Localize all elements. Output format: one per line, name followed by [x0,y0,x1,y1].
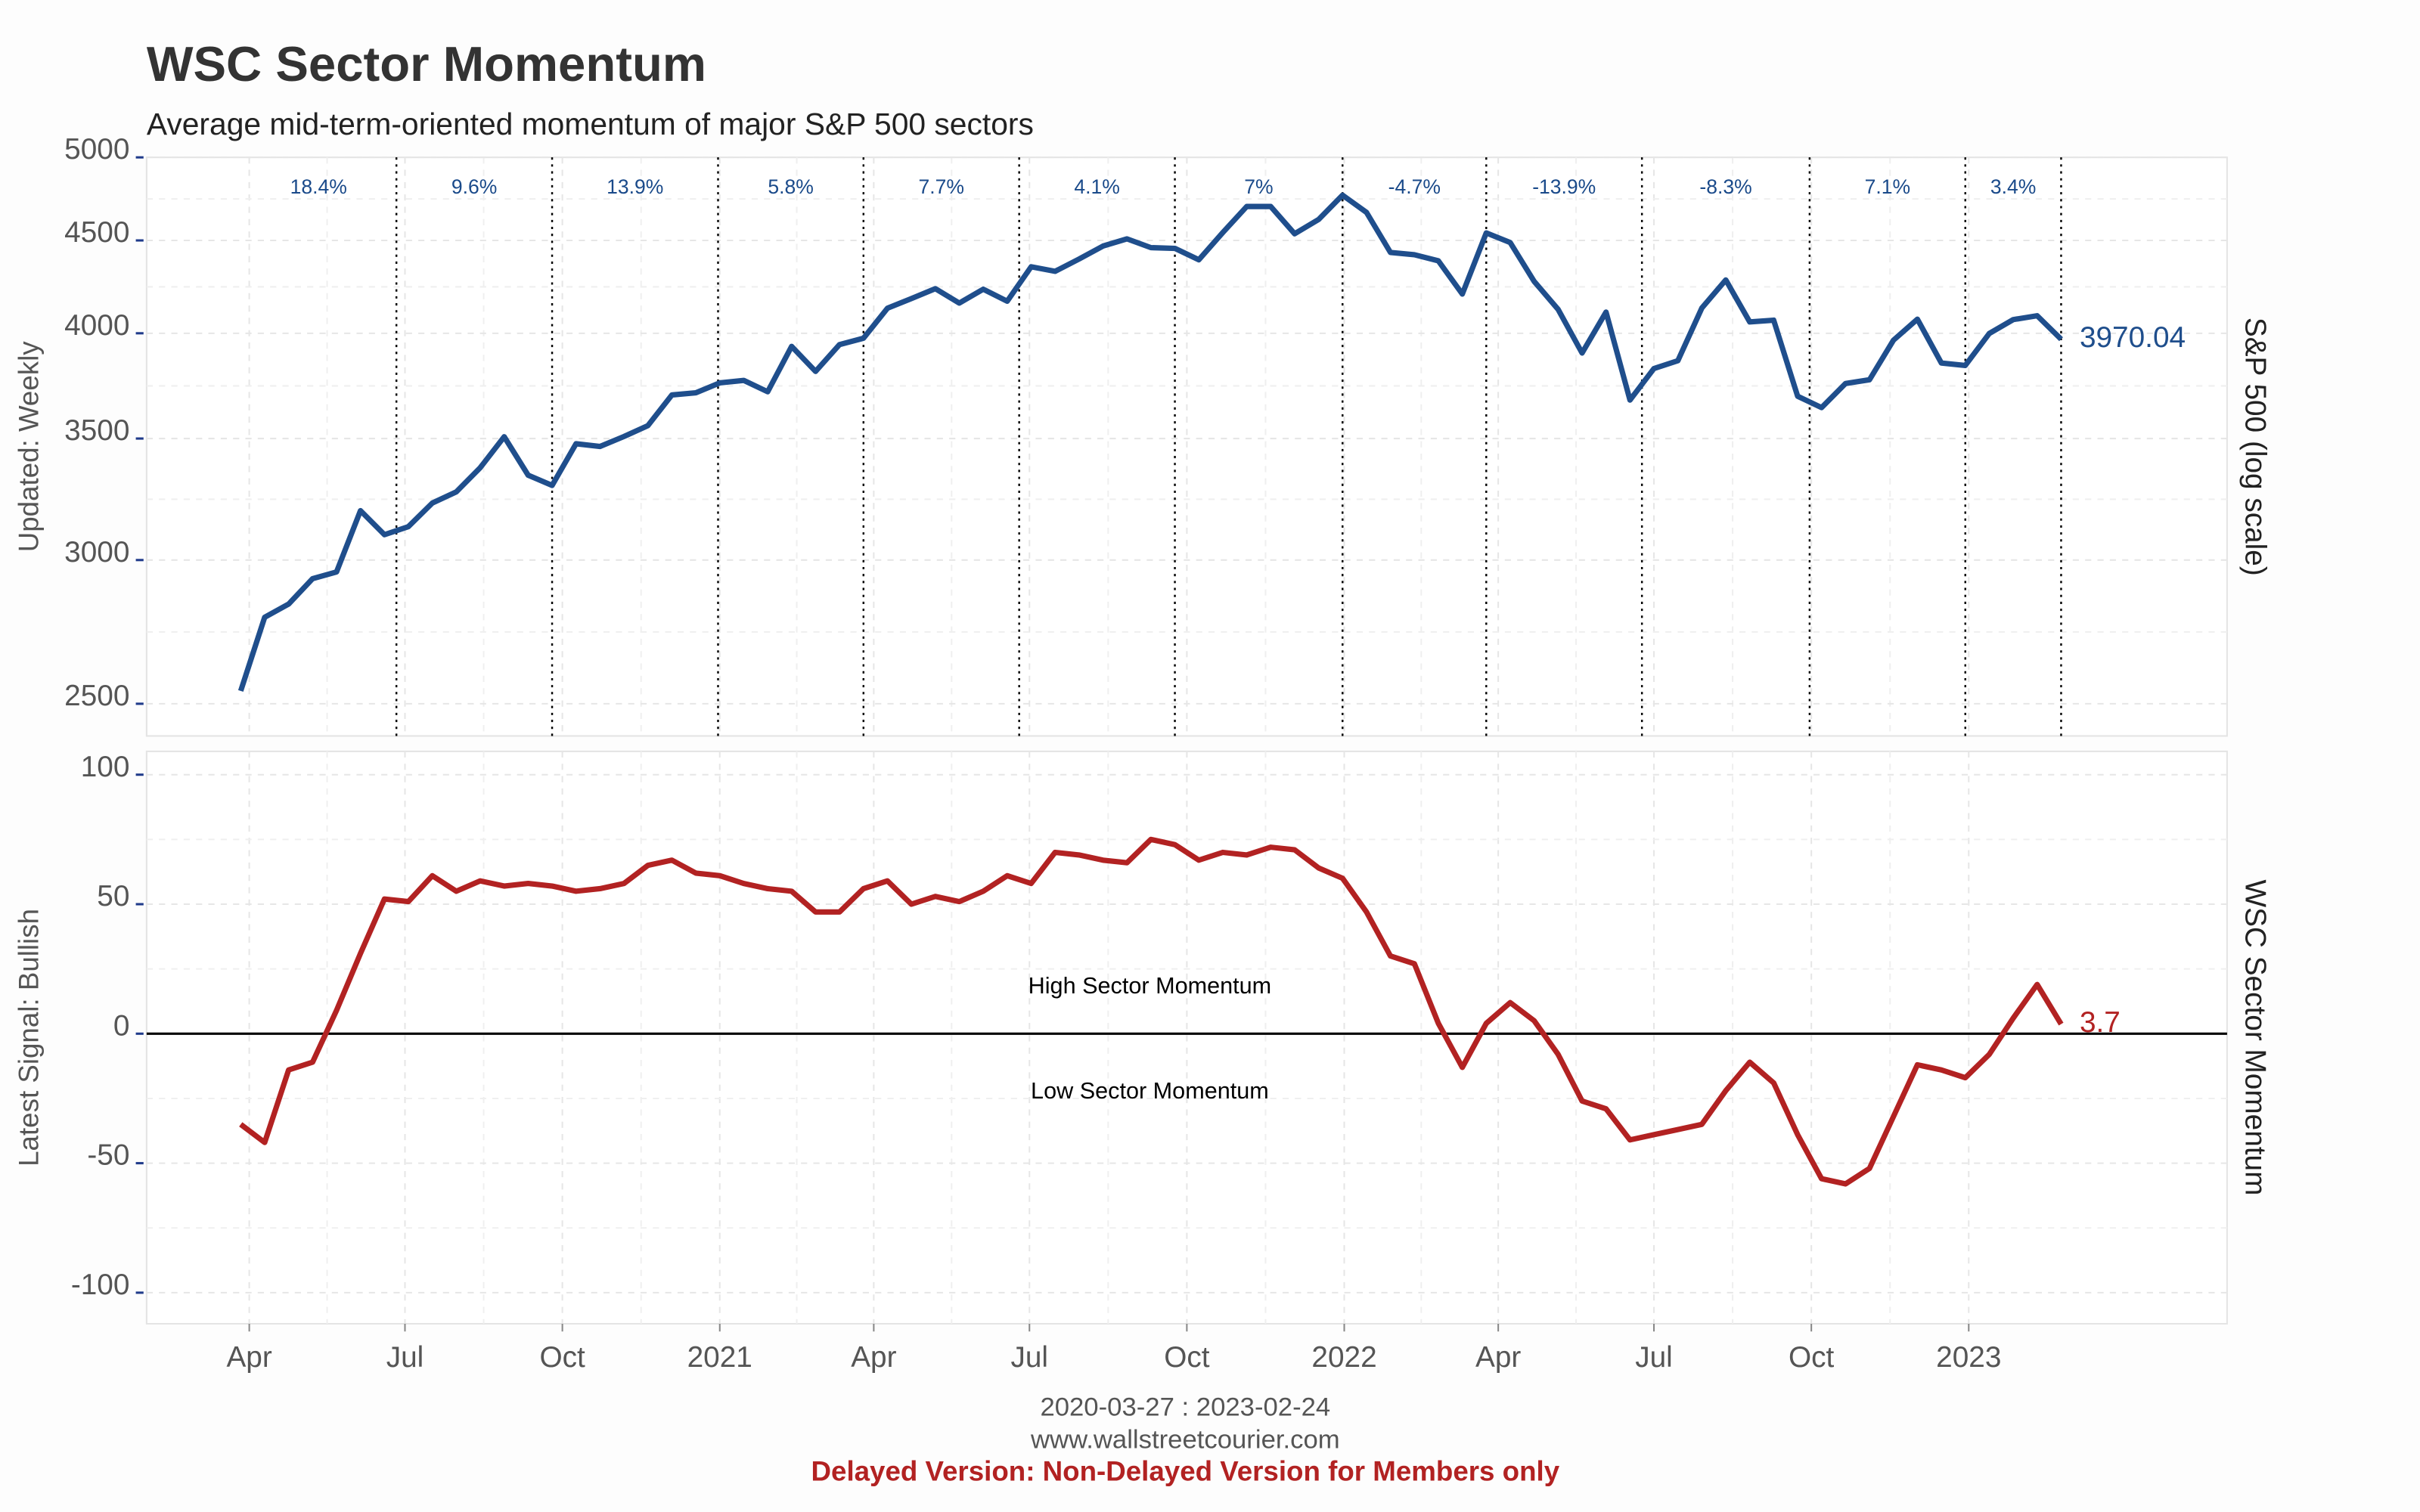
period-label: 4.1% [1074,175,1119,198]
period-label: 3.4% [1990,175,2036,198]
x-tick-label: Oct [1789,1341,1835,1374]
period-label: 7.7% [919,175,964,198]
y-axis-label: Latest Signal: Bullish [14,909,45,1167]
y-tick-label: 50 [97,880,129,912]
y-tick-label: 2500 [64,680,129,712]
last-value-label: 3.7 [2080,1006,2121,1039]
period-label: 7% [1244,175,1273,198]
period-label: 7.1% [1865,175,1910,198]
x-tick-label: Oct [1164,1341,1210,1374]
chart-subtitle: Average mid-term-oriented momentum of ma… [147,107,1034,141]
y-tick-label: 5000 [64,133,129,166]
notice: Delayed Version: Non-Delayed Version for… [811,1456,1560,1487]
y-tick-label: 3000 [64,536,129,569]
period-label: 13.9% [607,175,663,198]
x-tick-label: Apr [226,1341,271,1374]
x-tick-label: 2022 [1311,1341,1376,1374]
x-tick-label: Apr [1475,1341,1521,1374]
x-tick-label: 2021 [687,1341,752,1374]
x-tick-label: 2023 [1936,1341,2001,1374]
zone-label: High Sector Momentum [1028,973,1272,999]
period-label: -13.9% [1532,175,1596,198]
x-tick-label: Jul [1635,1341,1673,1374]
y-axis-label-right: S&P 500 (log scale) [2238,318,2271,576]
x-tick-label: Jul [386,1341,424,1374]
period-label: 18.4% [290,175,347,198]
last-value-label: 3970.04 [2080,321,2186,354]
series-line [239,836,2064,1187]
y-tick-label: 100 [81,751,130,783]
date-range: 2020-03-27 : 2023-02-24 [1040,1393,1330,1421]
period-label: -8.3% [1699,175,1751,198]
y-tick-label: 0 [113,1009,130,1042]
x-tick-label: Jul [1010,1341,1048,1374]
y-axis-label: Updated: Weekly [14,341,45,553]
chart-title: WSC Sector Momentum [147,36,706,91]
period-label: 5.8% [768,175,813,198]
source: www.wallstreetcourier.com [1030,1425,1340,1454]
y-axis-label-right: WSC Sector Momentum [2238,879,2271,1195]
y-tick-label: 4000 [64,309,129,342]
period-label: -4.7% [1388,175,1441,198]
x-tick-label: Apr [851,1341,896,1374]
y-tick-label: 4500 [64,216,129,249]
series-line [237,192,2063,692]
y-tick-label: -100 [71,1269,130,1301]
x-tick-label: Oct [539,1341,585,1374]
y-tick-label: 3500 [64,414,129,447]
y-tick-label: -50 [87,1139,129,1172]
zone-label: Low Sector Momentum [1031,1078,1269,1104]
period-label: 9.6% [451,175,497,198]
